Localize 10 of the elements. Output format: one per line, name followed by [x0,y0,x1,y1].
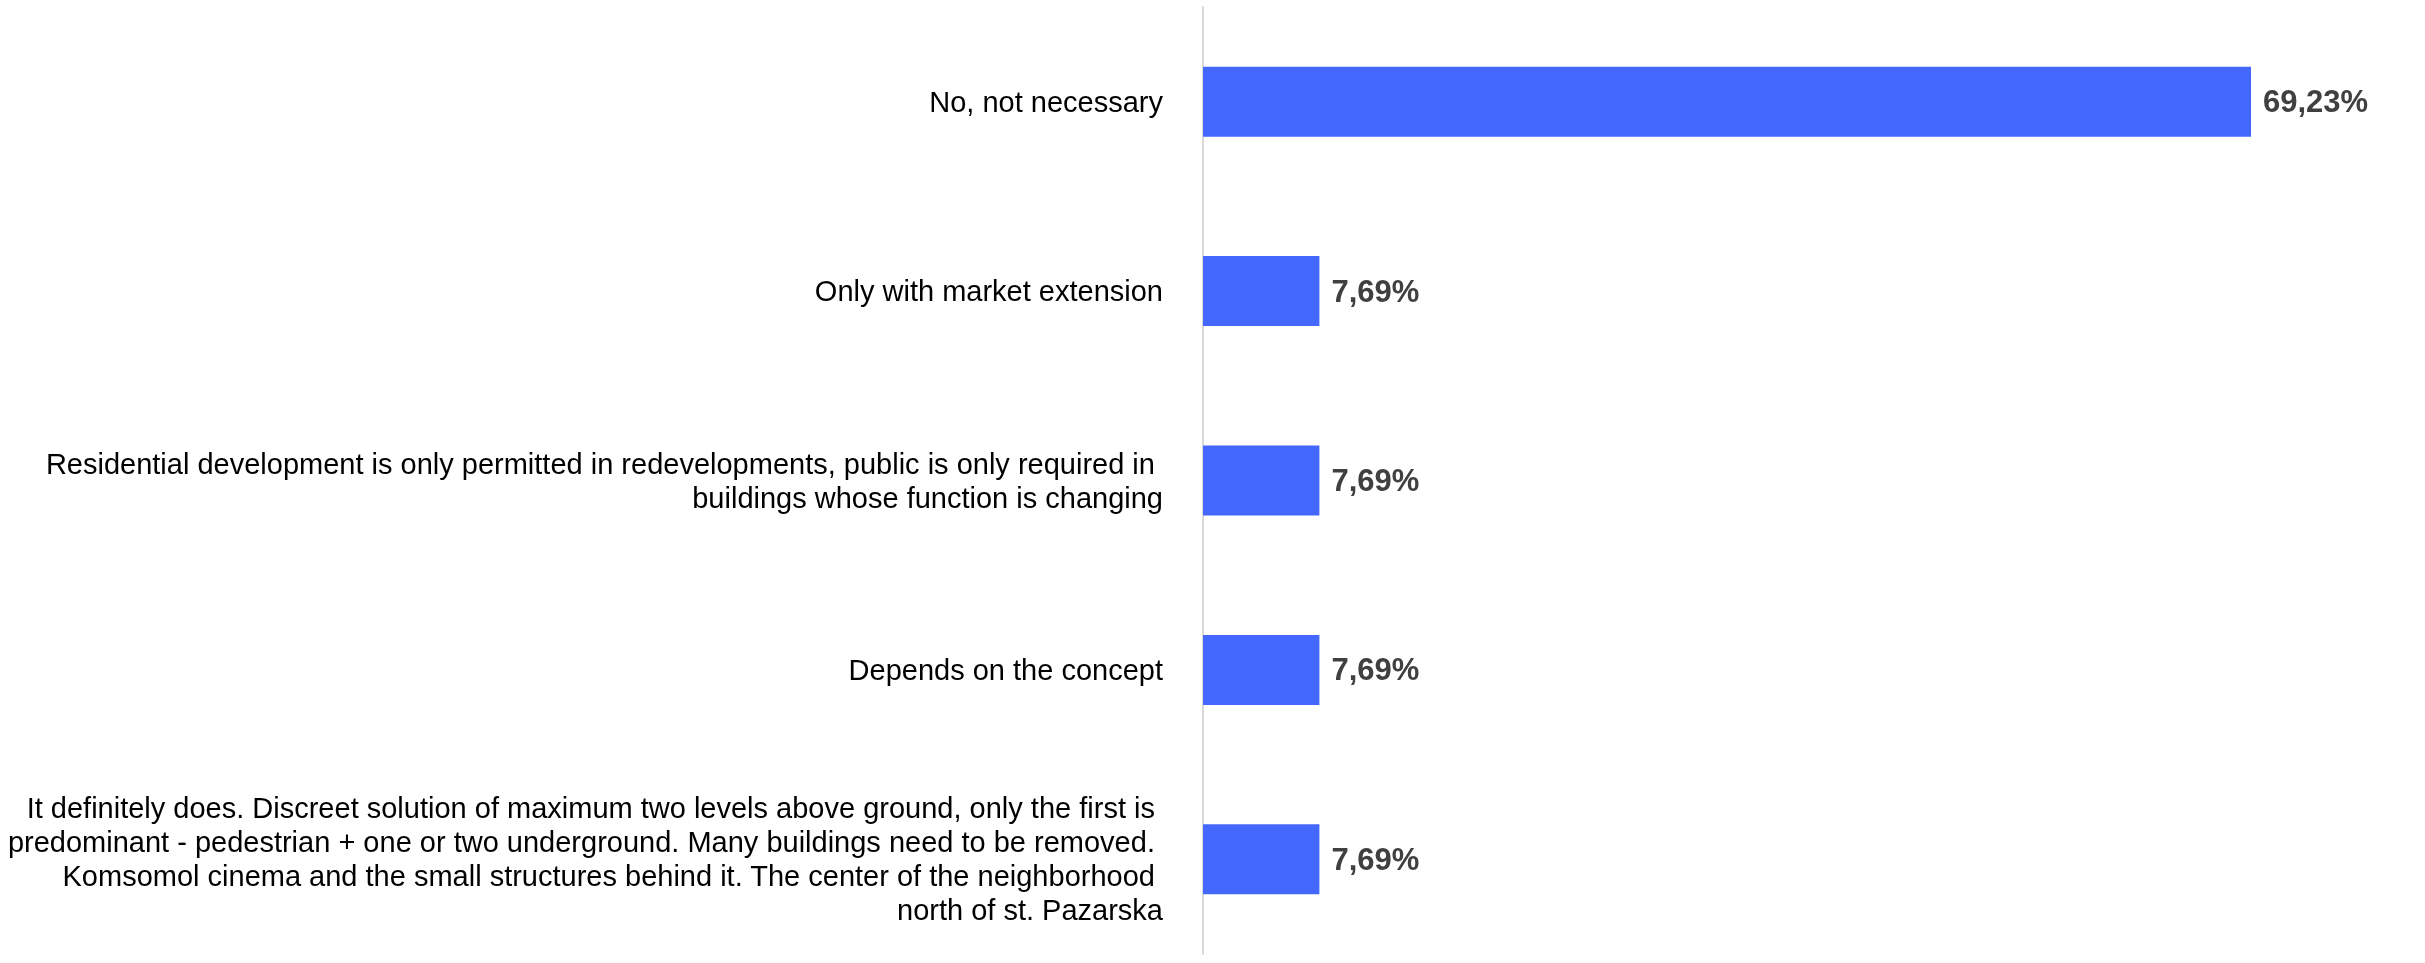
data-label: 7,69% [1331,463,1420,498]
y-tick-label: Depends on the concept [848,653,1163,686]
data-label: 7,69% [1331,841,1420,877]
y-tick-label: No, not necessary [929,85,1164,118]
data-label: 7,69% [1331,652,1420,688]
y-tick-label: Only with market extension [814,275,1163,308]
y-tick-label: Residential development is only permitted in redevelopments, public is only required in buildings whose function is changing [45,447,1163,514]
y-tick-label: It definitely does. Discreet solution of maximum two levels above ground, only the first is predominant - pedestrian + one or two underground. Many buildings need to be removed. Komsomol cinema and the small structures behind it. The center of the neighborhood north of st. Pazarska [7,792,1164,927]
data-label: 69,23% [2263,84,2369,120]
data-label: 7,69% [1331,273,1420,309]
